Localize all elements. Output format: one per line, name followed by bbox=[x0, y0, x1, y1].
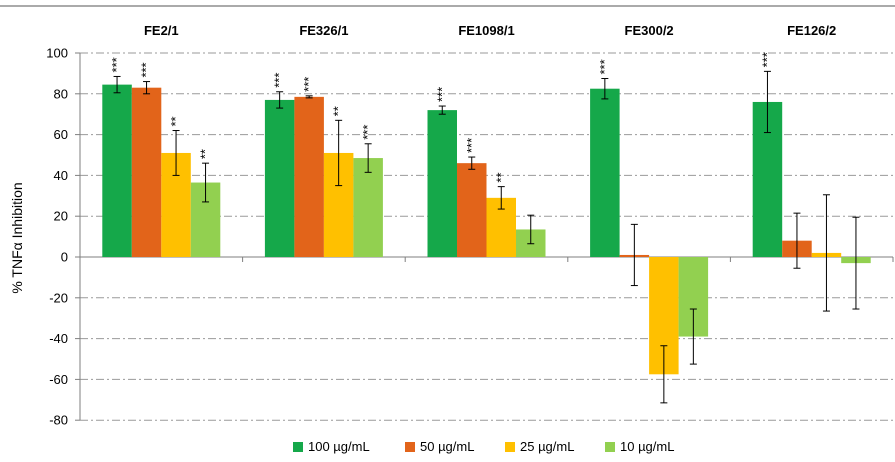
bar bbox=[102, 84, 132, 258]
legend-swatch bbox=[293, 442, 303, 452]
legend-swatch bbox=[505, 442, 515, 452]
significance-label: *** bbox=[301, 77, 316, 92]
legend-swatch bbox=[605, 442, 615, 452]
legend: 100 µg/mL 50 µg/mL 25 µg/mL 10 µg/mL bbox=[293, 439, 674, 454]
y-tick-label: 40 bbox=[54, 168, 68, 183]
legend-item: 25 µg/mL bbox=[505, 439, 574, 454]
y-tick-label: 20 bbox=[54, 209, 68, 224]
bar bbox=[264, 99, 295, 257]
legend-label: 10 µg/mL bbox=[620, 439, 674, 454]
significance-label: *** bbox=[464, 138, 479, 153]
category-label: FE300/2 bbox=[625, 23, 674, 38]
y-tick-label: 80 bbox=[54, 86, 68, 101]
bar bbox=[131, 87, 162, 258]
significance-label: ** bbox=[168, 116, 183, 126]
category-label: FE126/2 bbox=[787, 23, 836, 38]
y-tick-label: 0 bbox=[61, 250, 68, 265]
y-axis-label: % TNFα Inhibition bbox=[9, 182, 25, 293]
significance-label: ** bbox=[331, 106, 346, 116]
significance-label: *** bbox=[360, 125, 375, 140]
category-label-layer: FE2/1 FE326/1 FE1098/1 FE300/2 FE126/2 bbox=[144, 23, 836, 38]
significance-label: *** bbox=[272, 73, 287, 88]
y-tick-label: -60 bbox=[49, 372, 68, 387]
significance-layer: ************ *********************** bbox=[109, 52, 774, 182]
category-label: FE1098/1 bbox=[458, 23, 514, 38]
significance-label: ** bbox=[493, 172, 508, 182]
significance-label: *** bbox=[139, 62, 154, 77]
bar bbox=[294, 96, 324, 257]
significance-label: ** bbox=[198, 149, 213, 159]
legend-item: 10 µg/mL bbox=[605, 439, 674, 454]
bar-layer bbox=[102, 84, 871, 375]
error-bar-layer bbox=[113, 70, 860, 404]
category-label: FE2/1 bbox=[144, 23, 179, 38]
y-tick-label: 100 bbox=[46, 46, 68, 61]
legend-label: 50 µg/mL bbox=[420, 439, 474, 454]
significance-label: *** bbox=[597, 59, 612, 74]
bar bbox=[427, 110, 457, 258]
significance-label: *** bbox=[434, 87, 449, 102]
category-label: FE326/1 bbox=[299, 23, 348, 38]
y-tick-label: -80 bbox=[49, 413, 68, 428]
bar bbox=[457, 163, 487, 257]
legend-item: 50 µg/mL bbox=[405, 439, 474, 454]
significance-label: *** bbox=[759, 52, 774, 67]
y-tick-label: -40 bbox=[49, 331, 68, 346]
legend-swatch bbox=[405, 442, 415, 452]
y-tick-label: 60 bbox=[54, 127, 68, 142]
bar bbox=[590, 88, 620, 257]
legend-label: 25 µg/mL bbox=[520, 439, 574, 454]
legend-label: 100 µg/mL bbox=[308, 439, 370, 454]
y-tick-label: -20 bbox=[49, 290, 68, 305]
significance-label: *** bbox=[109, 57, 124, 72]
legend-item: 100 µg/mL bbox=[293, 439, 370, 454]
bar bbox=[353, 158, 383, 257]
